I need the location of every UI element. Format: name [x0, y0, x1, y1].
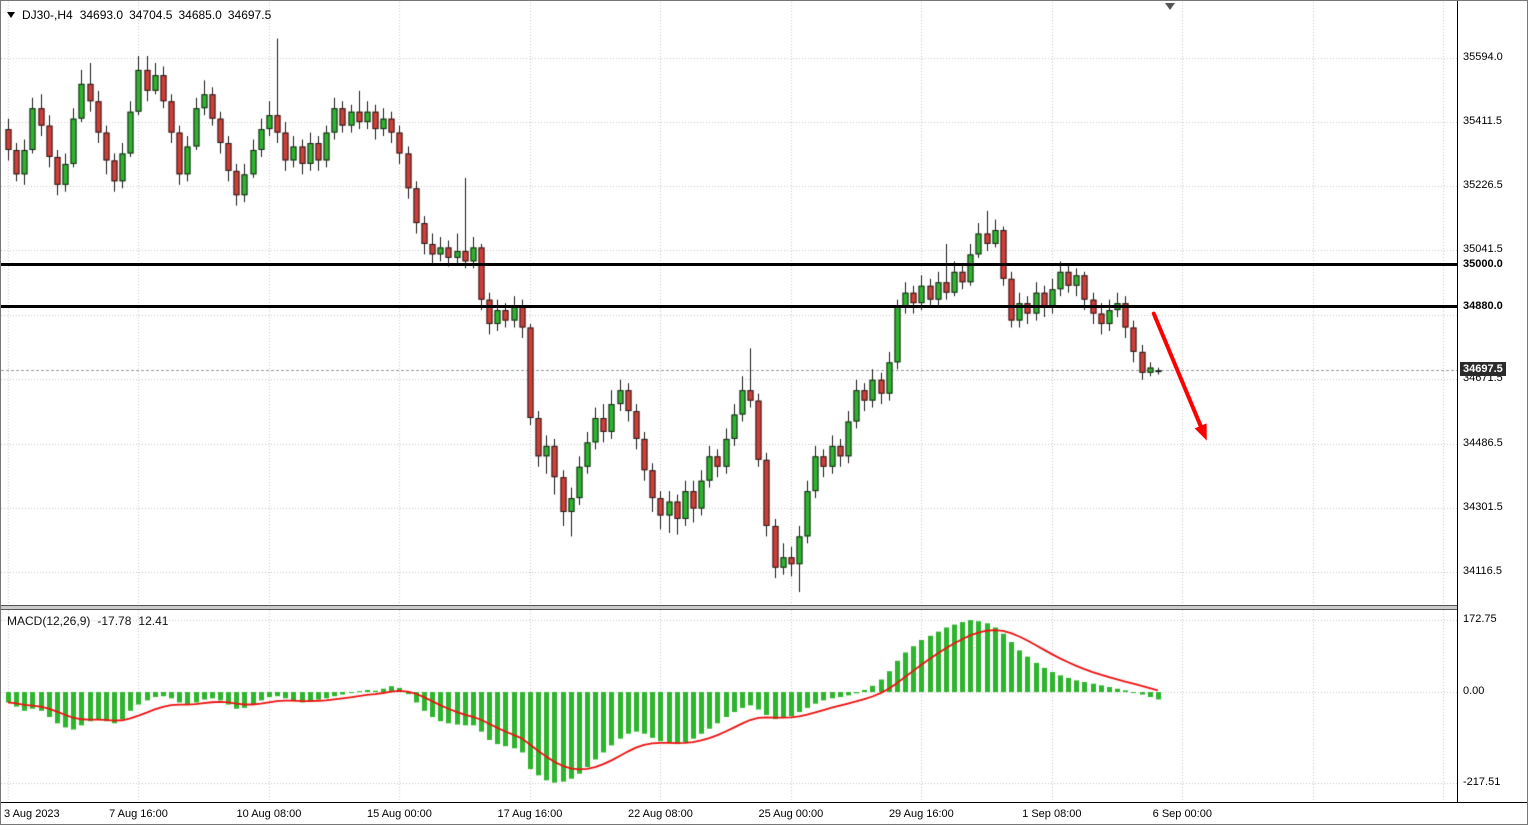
time-axis-label: 3 Aug 2023	[4, 808, 60, 820]
horizontal-line-35000[interactable]	[1, 263, 1457, 267]
macd-label: MACD(12,26,9)	[7, 614, 91, 628]
collapse-triangle-icon[interactable]	[7, 12, 15, 18]
price-scale[interactable]: 35594.0 35411.5 35226.5 35041.5 34671.5 34486…	[1458, 1, 1527, 802]
time-axis-label: 17 Aug 16:00	[497, 808, 563, 820]
macd-axis-label: -217.51	[1463, 775, 1501, 788]
ohlc-open: 34693.0	[79, 8, 124, 22]
time-axis-label: 10 Aug 08:00	[236, 808, 302, 820]
time-axis-label: 22 Aug 08:00	[627, 808, 693, 820]
ohlc-close: 34697.5	[227, 8, 272, 22]
price-axis-label: 35041.5	[1463, 243, 1503, 256]
chart-shift-marker-icon[interactable]	[1164, 3, 1175, 10]
macd-signal-value: 12.41	[138, 614, 169, 628]
price-axis-label: 34301.5	[1463, 501, 1503, 513]
time-axis-label: 1 Sep 08:00	[1022, 808, 1082, 820]
price-axis-label: 34486.5	[1463, 436, 1503, 449]
macd-value: -17.78	[97, 614, 132, 628]
ohlc-high: 34704.5	[129, 8, 173, 22]
time-axis-label: 15 Aug 00:00	[367, 808, 432, 820]
current-price-tag: 34697.5	[1460, 362, 1506, 377]
time-axis-label: 7 Aug 16:00	[109, 808, 168, 820]
price-axis-label: 34116.5	[1463, 565, 1502, 578]
panel-separator[interactable]	[1, 605, 1527, 610]
symbol-timeframe-label: DJ30-,H4	[22, 8, 73, 22]
price-scale-divider	[1457, 1, 1458, 802]
time-axis-label: 6 Sep 00:00	[1152, 808, 1212, 820]
time-axis-label: 29 Aug 16:00	[888, 808, 954, 820]
ohlc-low: 34685.0	[178, 8, 222, 22]
symbol-info: DJ30-,H4 34693.0 34704.5 34685.0 34697.5	[7, 8, 271, 22]
hline-price-tag: 35000.0	[1460, 256, 1506, 271]
price-axis-label: 35594.0	[1463, 51, 1503, 64]
macd-axis-label: 0.00	[1463, 685, 1485, 698]
horizontal-line-34880[interactable]	[1, 305, 1457, 309]
price-axis-label: 35226.5	[1463, 179, 1503, 191]
macd-axis-label: 172.75	[1463, 613, 1497, 626]
time-scale[interactable]: 3 Aug 2023 7 Aug 16:00 10 Aug 08:00 15 Aug …	[1, 803, 1527, 824]
time-axis-label: 25 Aug 00:00	[758, 808, 824, 820]
time-scale-divider	[1, 802, 1527, 803]
macd-indicator-info: MACD(12,26,9) -17.78 12.41	[7, 614, 168, 628]
hline-price-tag: 34880.0	[1460, 298, 1506, 313]
price-axis-label: 35411.5	[1463, 114, 1502, 127]
